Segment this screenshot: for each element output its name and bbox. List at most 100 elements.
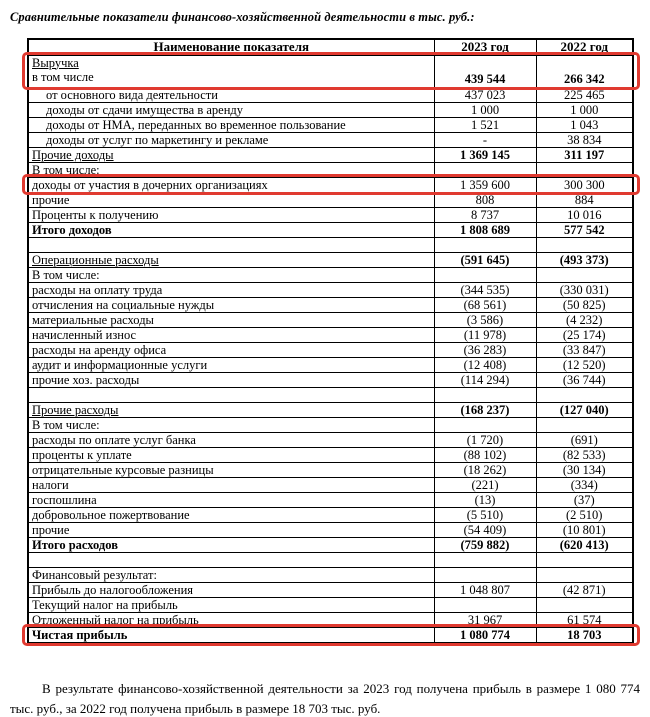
table-row — [27, 386, 634, 403]
indicator-name-cell: расходы на аренду офиса — [27, 341, 435, 358]
value-2023-cell — [433, 416, 537, 433]
value-2022-cell: (493 373) — [535, 251, 634, 268]
value-2022-cell: (33 847) — [535, 341, 634, 358]
indicator-label: расходы по оплате услуг банка — [32, 432, 196, 447]
table-row: Финансовый результат: — [27, 566, 634, 583]
table-row: Проценты к получению 8 737 10 016 — [27, 206, 634, 223]
value-2023-cell: (221) — [433, 476, 537, 493]
table-row: Прибыль до налогообложения 1 048 807 (42 8… — [27, 581, 634, 598]
indicator-name-cell: Проценты к получению — [27, 206, 435, 223]
table-row: доходы от услуг по маркетингу и рекламе -… — [27, 131, 634, 148]
indicator-label: доходы от участия в дочерних организация… — [32, 177, 268, 192]
value-2022-cell: (10 801) — [535, 521, 634, 538]
indicator-label: Прочие доходы — [32, 147, 114, 162]
indicator-name-cell: прочие хоз. расходы — [27, 371, 435, 388]
value-2022-cell: 311 197 — [535, 146, 634, 163]
table-row: проценты к уплате (88 102) (82 533) — [27, 446, 634, 463]
indicator-name-cell: Итого доходов — [27, 221, 435, 238]
indicator-name-cell: налоги — [27, 476, 435, 493]
indicator-name-cell: Операционные расходы — [27, 251, 435, 268]
value-2023-cell: 437 023 — [433, 86, 537, 103]
value-2023-cell — [433, 266, 537, 283]
table-row: доходы от НМА, переданных во временное п… — [27, 116, 634, 133]
value-2023-cell: (12 408) — [433, 356, 537, 373]
value-2023-cell — [433, 566, 537, 583]
value-2023-cell: 439 544 — [433, 54, 537, 88]
value-2022-cell — [535, 266, 634, 283]
value-2022-cell: (30 134) — [535, 461, 634, 478]
value-2023-cell: 1 359 600 — [433, 176, 537, 193]
indicator-label: Отложенный налог на прибыль — [32, 612, 199, 627]
value-2023-cell: 8 737 — [433, 206, 537, 223]
indicator-name-cell: В том числе: — [27, 416, 435, 433]
table-header-row: Наименование показателя 2023 год 2022 го… — [27, 38, 634, 56]
table-row — [27, 236, 634, 253]
value-2022-cell — [535, 236, 634, 253]
value-2022-cell: 38 834 — [535, 131, 634, 148]
value-2022-cell: (25 174) — [535, 326, 634, 343]
value-2022-cell: (620 413) — [535, 536, 634, 553]
indicator-name-cell: прочие — [27, 521, 435, 538]
table-wrap: Наименование показателя 2023 год 2022 го… — [22, 38, 640, 646]
table-row: Операционные расходы (591 645) (493 373) — [27, 251, 634, 268]
value-2022-cell — [535, 566, 634, 583]
indicator-label: Итого расходов — [32, 537, 118, 552]
indicator-name-cell: доходы от сдачи имущества в аренду — [27, 101, 435, 118]
table-row: расходы на оплату труда (344 535) (330 031… — [27, 281, 634, 298]
indicator-name-cell: В том числе: — [27, 161, 435, 178]
indicator-name-cell: добровольное пожертвование — [27, 506, 435, 523]
value-2023-cell: 1 521 — [433, 116, 537, 133]
table-row: Отложенный налог на прибыль 31 967 61 574 — [27, 611, 634, 628]
value-2022-cell: (36 744) — [535, 371, 634, 388]
column-header-indicator-name: Наименование показателя — [27, 38, 435, 56]
table-row: отрицательные курсовые разницы (18 262) (3… — [27, 461, 634, 478]
value-2022-cell: (42 871) — [535, 581, 634, 598]
table-row: расходы на аренду офиса (36 283) (33 847) — [27, 341, 634, 358]
value-2022-cell: 18 703 — [535, 626, 634, 644]
value-2023-cell: (1 720) — [433, 431, 537, 448]
indicator-label: доходы от сдачи имущества в аренду — [46, 102, 244, 117]
indicator-label: отчисления на социальные нужды — [32, 297, 215, 312]
value-2023-cell — [433, 551, 537, 568]
value-2023-cell: (18 262) — [433, 461, 537, 478]
table-row: Чистая прибыль 1 080 774 18 703 — [27, 626, 634, 644]
indicator-label: налоги — [32, 477, 69, 492]
value-2022-cell: 61 574 — [535, 611, 634, 628]
value-2022-cell: (691) — [535, 431, 634, 448]
value-2023-cell: 808 — [433, 191, 537, 208]
value-2022-cell: 225 465 — [535, 86, 634, 103]
value-2022-cell: 577 542 — [535, 221, 634, 238]
value-2022-cell — [535, 551, 634, 568]
table-row: В том числе: — [27, 161, 634, 178]
value-2022-cell: (334) — [535, 476, 634, 493]
indicator-name-cell: материальные расходы — [27, 311, 435, 328]
summary-paragraph: В результате финансово-хозяйственной дея… — [10, 681, 640, 716]
indicator-label: прочие — [32, 522, 70, 537]
indicator-name-cell: доходы от НМА, переданных во временное п… — [27, 116, 435, 133]
table-row: В том числе: — [27, 416, 634, 433]
indicator-name-cell: Чистая прибыль — [27, 626, 435, 644]
value-2022-cell: (4 232) — [535, 311, 634, 328]
value-2022-cell — [535, 416, 634, 433]
indicator-name-cell: проценты к уплате — [27, 446, 435, 463]
value-2023-cell: 1 048 807 — [433, 581, 537, 598]
value-2023-cell — [433, 596, 537, 613]
table-row: Итого расходов (759 882) (620 413) — [27, 536, 634, 553]
value-2023-cell: (68 561) — [433, 296, 537, 313]
value-2023-cell: (759 882) — [433, 536, 537, 553]
value-2023-cell: (54 409) — [433, 521, 537, 538]
value-2023-cell: 1 000 — [433, 101, 537, 118]
value-2023-cell — [433, 161, 537, 178]
indicator-label: Финансовый результат: — [32, 567, 157, 582]
value-2022-cell: (50 825) — [535, 296, 634, 313]
table-row: прочие 808 884 — [27, 191, 634, 208]
table-row: доходы от участия в дочерних организация… — [27, 176, 634, 193]
table-row: Прочие расходы (168 237) (127 040) — [27, 401, 634, 418]
indicator-name-cell: Прибыль до налогообложения — [27, 581, 435, 598]
table-row: начисленный износ (11 978) (25 174) — [27, 326, 634, 343]
column-header-2023: 2023 год — [433, 38, 537, 56]
indicator-name-cell: Прочие расходы — [27, 401, 435, 418]
table-body: Выручка в том числе 439 544 266 342 от основ… — [27, 54, 634, 644]
indicator-name-cell: доходы от участия в дочерних организация… — [27, 176, 435, 193]
